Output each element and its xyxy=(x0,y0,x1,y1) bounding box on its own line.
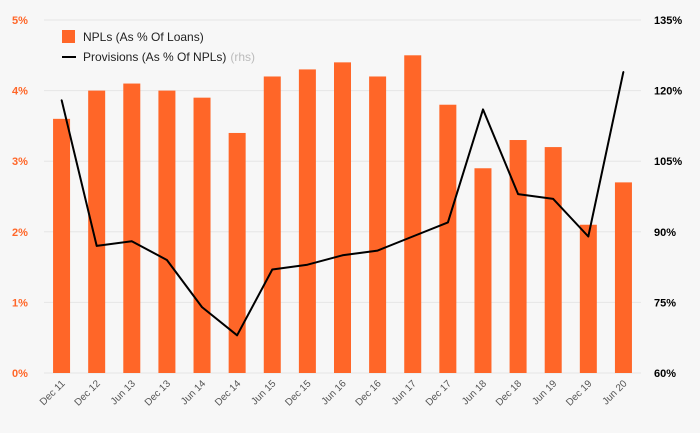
npl-bar xyxy=(369,76,387,373)
provisions-point xyxy=(411,235,414,238)
x-tick-label: Jun 19 xyxy=(530,378,559,407)
x-tick-label: Dec 13 xyxy=(143,378,173,408)
left-tick-label: 4% xyxy=(12,86,28,98)
right-tick-label: 75% xyxy=(654,297,676,309)
npl-bar xyxy=(404,55,422,374)
provisions-point xyxy=(166,259,168,261)
x-tick-label: Dec 18 xyxy=(494,378,524,408)
npl-bar xyxy=(193,97,211,373)
legend-bar-label: NPLs (As % Of Loans) xyxy=(83,30,204,44)
left-tick-label: 3% xyxy=(12,156,28,168)
npl-bar xyxy=(298,69,316,374)
provisions-point xyxy=(130,240,133,243)
npl-bar xyxy=(88,90,106,373)
right-axis-ticks: 60% 75% 90% 105% 120% 135% xyxy=(654,15,682,380)
x-tick-label: Jun 13 xyxy=(109,378,138,407)
npl-bar xyxy=(509,140,527,373)
provisions-point xyxy=(482,108,484,111)
x-tick-label: Jun 20 xyxy=(601,378,630,407)
legend-line-suffix: (rhs) xyxy=(230,50,255,64)
left-tick-label: 1% xyxy=(12,297,28,309)
provisions-point xyxy=(95,245,98,247)
npl-bar xyxy=(579,224,597,373)
npl-bar xyxy=(123,83,141,373)
provisions-point xyxy=(341,254,344,257)
x-tick-label: Jun 15 xyxy=(249,378,278,407)
provisions-point xyxy=(447,221,449,224)
right-tick-label: 90% xyxy=(654,227,676,239)
right-tick-label: 105% xyxy=(654,156,682,168)
legend-line-name: Provisions (As % Of NPLs) xyxy=(83,50,226,64)
right-tick-label: 135% xyxy=(654,15,682,27)
x-tick-label: Dec 17 xyxy=(424,378,454,408)
provisions-point xyxy=(60,99,63,101)
npl-bar xyxy=(53,118,71,373)
x-tick-label: Jun 16 xyxy=(320,378,349,407)
x-tick-label: Jun 17 xyxy=(390,378,419,407)
provisions-line-group xyxy=(60,70,625,337)
npl-bar xyxy=(474,168,492,373)
npl-bar xyxy=(334,62,351,374)
left-tick-label: 0% xyxy=(12,368,28,380)
npl-bar xyxy=(263,76,281,373)
x-tick-label: Dec 19 xyxy=(564,378,594,408)
npl-bar xyxy=(158,90,176,373)
legend-bar-swatch xyxy=(62,30,75,43)
x-tick-label: Jun 14 xyxy=(179,378,208,407)
left-axis-ticks: 0% 1% 2% 3% 4% 5% xyxy=(12,15,28,380)
npl-bars xyxy=(53,55,632,374)
npl-bar xyxy=(228,132,246,373)
x-tick-label: Dec 14 xyxy=(213,378,243,408)
left-tick-label: 5% xyxy=(12,15,28,27)
provisions-point xyxy=(552,198,555,200)
npl-bar xyxy=(544,147,562,373)
provisions-point xyxy=(201,306,203,308)
provisions-point xyxy=(306,263,309,266)
provisions-point xyxy=(271,268,274,271)
x-tick-label: Dec 11 xyxy=(38,378,68,408)
legend: NPLs (As % Of Loans) Provisions (As % Of… xyxy=(62,30,255,64)
provisions-point xyxy=(587,235,590,238)
x-tick-label: Dec 12 xyxy=(73,378,103,408)
provisions-point xyxy=(622,70,625,73)
right-tick-label: 60% xyxy=(654,368,676,380)
left-tick-label: 2% xyxy=(12,227,28,239)
legend-line-label: Provisions (As % Of NPLs) (rhs) xyxy=(83,50,255,64)
npl-bar xyxy=(614,182,632,373)
provisions-point xyxy=(517,193,519,195)
x-tick-label: Dec 16 xyxy=(354,378,384,408)
npl-bar xyxy=(439,104,457,373)
provisions-point xyxy=(236,334,238,337)
provisions-point xyxy=(376,249,379,252)
x-tick-label: Jun 18 xyxy=(460,378,489,407)
right-tick-label: 120% xyxy=(654,86,682,98)
x-axis-ticks: Dec 11 Dec 12 Jun 13 Dec 13 Jun 14 Dec 14 Jun … xyxy=(38,378,630,408)
x-tick-label: Dec 15 xyxy=(283,378,313,408)
